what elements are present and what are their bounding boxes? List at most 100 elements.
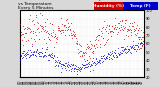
Point (41, 52, 43, 54)
Point (106, 53, 109, 55)
Point (92, 63, 95, 64)
Point (67, 23, 70, 24)
Point (71, 34, 73, 35)
Point (36, 28, 39, 29)
Point (104, 26, 107, 27)
Point (112, 54, 114, 55)
Point (115, 54, 117, 56)
Point (42, 55, 44, 56)
Point (36, 50, 39, 51)
Point (112, 52, 115, 53)
Point (65, 26, 68, 27)
Point (69, 32, 72, 34)
Point (142, 33, 145, 35)
Point (51, 55, 54, 56)
Point (130, 29, 133, 30)
Point (121, 46, 124, 48)
Point (103, 55, 106, 56)
Point (135, 50, 137, 52)
Point (129, 52, 132, 53)
Point (101, 32, 103, 33)
Point (88, 61, 90, 63)
Point (104, 58, 107, 59)
Point (68, 25, 70, 27)
Point (73, 32, 75, 33)
Point (21, 33, 24, 34)
Point (104, 28, 106, 29)
Point (58, 30, 61, 32)
Point (93, 61, 96, 63)
Point (48, 60, 51, 61)
Point (38, 55, 41, 56)
Point (84, 66, 87, 68)
Point (109, 57, 112, 59)
Point (109, 32, 111, 33)
Point (92, 50, 95, 51)
Point (119, 52, 121, 53)
Point (94, 63, 97, 65)
Point (129, 23, 132, 24)
Point (105, 41, 108, 42)
Point (53, 54, 55, 56)
Point (24, 32, 26, 34)
Point (31, 54, 34, 55)
Point (106, 39, 108, 40)
Point (125, 34, 127, 35)
Point (22, 50, 25, 51)
Point (137, 47, 139, 48)
Point (28, 31, 31, 32)
Point (59, 33, 62, 34)
Text: Temp (F): Temp (F) (131, 4, 151, 8)
Point (46, 54, 49, 55)
Point (19, 59, 21, 61)
Point (32, 50, 35, 52)
Point (88, 71, 91, 72)
Point (142, 36, 144, 38)
Point (27, 18, 30, 19)
Point (26, 54, 29, 55)
Point (20, 52, 23, 53)
Point (37, 32, 40, 33)
Point (61, 64, 64, 66)
Point (114, 52, 117, 53)
Point (121, 29, 124, 30)
Point (20, 55, 23, 57)
Point (37, 52, 39, 54)
Point (52, 32, 54, 33)
Point (60, 71, 63, 72)
Point (125, 52, 127, 53)
Point (32, 38, 35, 39)
Point (63, 62, 66, 64)
Point (98, 60, 100, 61)
Point (126, 28, 128, 29)
Point (62, 31, 64, 33)
Point (82, 54, 85, 56)
Text: Milwaukee Weather Outdoor Humidity
vs Temperature
Every 5 Minutes: Milwaukee Weather Outdoor Humidity vs Te… (18, 0, 101, 10)
Point (78, 67, 80, 69)
Point (127, 49, 130, 50)
Point (74, 33, 77, 34)
Point (40, 25, 42, 27)
Point (89, 66, 92, 67)
Point (76, 44, 78, 45)
Point (126, 45, 128, 46)
Point (102, 27, 104, 28)
Point (79, 50, 82, 52)
Point (138, 43, 141, 45)
Point (85, 46, 88, 48)
Point (114, 26, 116, 28)
Point (83, 52, 85, 53)
Point (98, 29, 100, 30)
Point (19, 53, 22, 55)
Point (96, 62, 99, 64)
Point (74, 68, 77, 70)
Point (99, 59, 101, 60)
Point (40, 31, 42, 32)
Point (87, 46, 90, 48)
Point (90, 65, 93, 66)
Point (82, 65, 84, 66)
Point (64, 66, 67, 67)
Point (100, 27, 103, 29)
Point (70, 63, 72, 64)
Point (64, 67, 66, 68)
